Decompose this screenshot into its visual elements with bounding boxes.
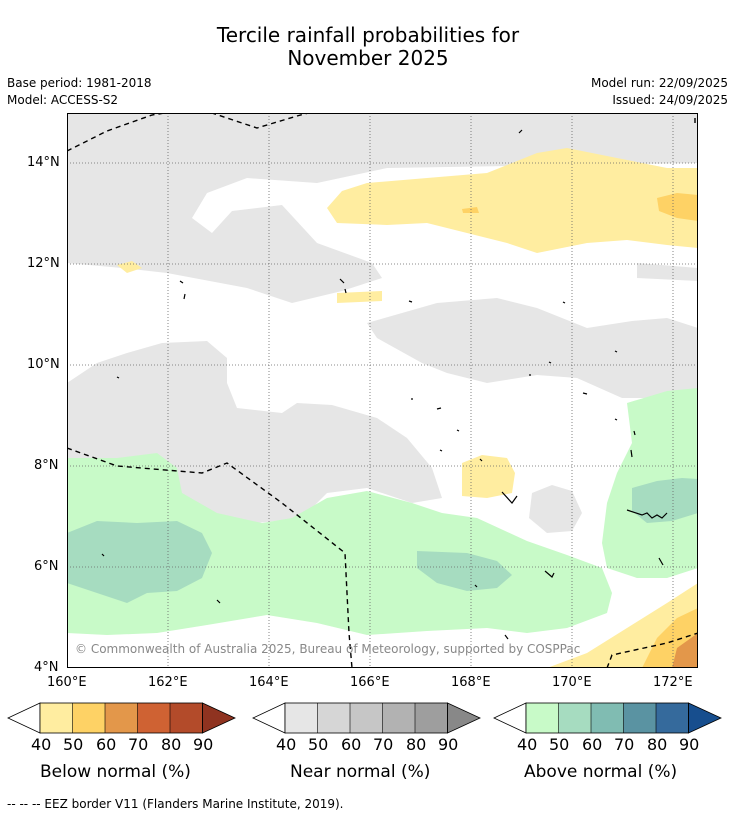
colorbar-segment bbox=[415, 703, 448, 733]
colorbar-below-normal bbox=[7, 702, 236, 734]
model-run-label: Model run: 22/09/2025 bbox=[590, 76, 728, 90]
colorbar-title-near: Near normal (%) bbox=[290, 762, 431, 782]
colorbar-segment bbox=[447, 703, 480, 733]
colorbar-tick: 80 bbox=[647, 735, 668, 754]
islands bbox=[101, 129, 668, 640]
lon-tick-label: 164°E bbox=[249, 675, 289, 690]
colorbars-svg bbox=[7, 702, 722, 734]
colorbar-tick: 60 bbox=[582, 735, 603, 754]
colorbar-tick: 70 bbox=[373, 735, 394, 754]
colorbar-tick: 70 bbox=[614, 735, 635, 754]
colorbar-segment bbox=[623, 703, 656, 733]
colorbar-segment bbox=[317, 703, 350, 733]
graticule bbox=[67, 113, 698, 668]
model-label: Model: ACCESS-S2 bbox=[7, 93, 119, 107]
lon-tick-label: 160°E bbox=[47, 675, 87, 690]
colorbar-title-below: Below normal (%) bbox=[40, 762, 191, 782]
lon-tick-label: 162°E bbox=[148, 675, 188, 690]
colorbar-segment bbox=[688, 703, 721, 733]
colorbar-above-normal bbox=[493, 702, 722, 734]
colorbar-segment bbox=[105, 703, 138, 733]
colorbar-segment bbox=[285, 703, 318, 733]
lon-tick-label: 170°E bbox=[552, 675, 592, 690]
colorbar-tick: 90 bbox=[679, 735, 700, 754]
colorbar-tick: 50 bbox=[549, 735, 570, 754]
colorbar-segment bbox=[350, 703, 383, 733]
colorbar-segment bbox=[382, 703, 415, 733]
lat-tick-label: 14°N bbox=[27, 155, 60, 170]
lat-tick-label: 10°N bbox=[27, 357, 60, 372]
colorbar-tick: 90 bbox=[193, 735, 214, 754]
lon-tick-label: 166°E bbox=[350, 675, 390, 690]
base-period-label: Base period: 1981-2018 bbox=[7, 76, 152, 90]
colorbar-segment bbox=[40, 703, 73, 733]
eez-footnote: -- -- -- EEZ border V11 (Flanders Marine… bbox=[7, 797, 344, 811]
colorbar-segment bbox=[656, 703, 689, 733]
map-panel[interactable]: © Commonwealth of Australia 2025, Bureau… bbox=[66, 107, 699, 669]
colorbar-tick: 60 bbox=[96, 735, 117, 754]
map-title-line-1: Tercile rainfall probabilities for bbox=[216, 23, 520, 47]
colorbar-title-above: Above normal (%) bbox=[524, 762, 678, 782]
colorbar-tick: 40 bbox=[276, 735, 297, 754]
colorbar-tick: 80 bbox=[161, 735, 182, 754]
colorbar-tick: 70 bbox=[128, 735, 149, 754]
colorbar-tick: 50 bbox=[308, 735, 329, 754]
lat-tick-label: 12°N bbox=[27, 256, 60, 271]
issued-label: Issued: 24/09/2025 bbox=[612, 93, 728, 107]
lon-tick-label: 172°E bbox=[653, 675, 693, 690]
colorbar-tick: 50 bbox=[63, 735, 84, 754]
lat-tick-label: 8°N bbox=[34, 458, 59, 473]
colorbar-tick: 90 bbox=[438, 735, 459, 754]
colorbar-segment bbox=[591, 703, 624, 733]
colorbar-segment bbox=[72, 703, 105, 733]
colorbar-segment bbox=[170, 703, 203, 733]
map-border bbox=[67, 113, 698, 668]
colorbar-near-normal bbox=[252, 702, 481, 734]
lon-tick-label: 168°E bbox=[451, 675, 491, 690]
map-title-line-2: November 2025 bbox=[287, 46, 449, 70]
colorbar-tick: 40 bbox=[517, 735, 538, 754]
colorbar-segment bbox=[137, 703, 170, 733]
copyright-text: © Commonwealth of Australia 2025, Bureau… bbox=[75, 642, 580, 656]
colorbar-segment bbox=[202, 703, 235, 733]
colorbar-tick: 40 bbox=[31, 735, 52, 754]
colorbar-segment bbox=[558, 703, 591, 733]
map-svg: © Commonwealth of Australia 2025, Bureau… bbox=[66, 107, 699, 669]
above-normal-regions bbox=[67, 388, 698, 635]
colorbar-segment bbox=[526, 703, 559, 733]
lat-tick-label: 4°N bbox=[34, 660, 59, 675]
colorbar-tick: 80 bbox=[406, 735, 427, 754]
colorbar-tick: 60 bbox=[341, 735, 362, 754]
lat-tick-label: 6°N bbox=[34, 559, 59, 574]
